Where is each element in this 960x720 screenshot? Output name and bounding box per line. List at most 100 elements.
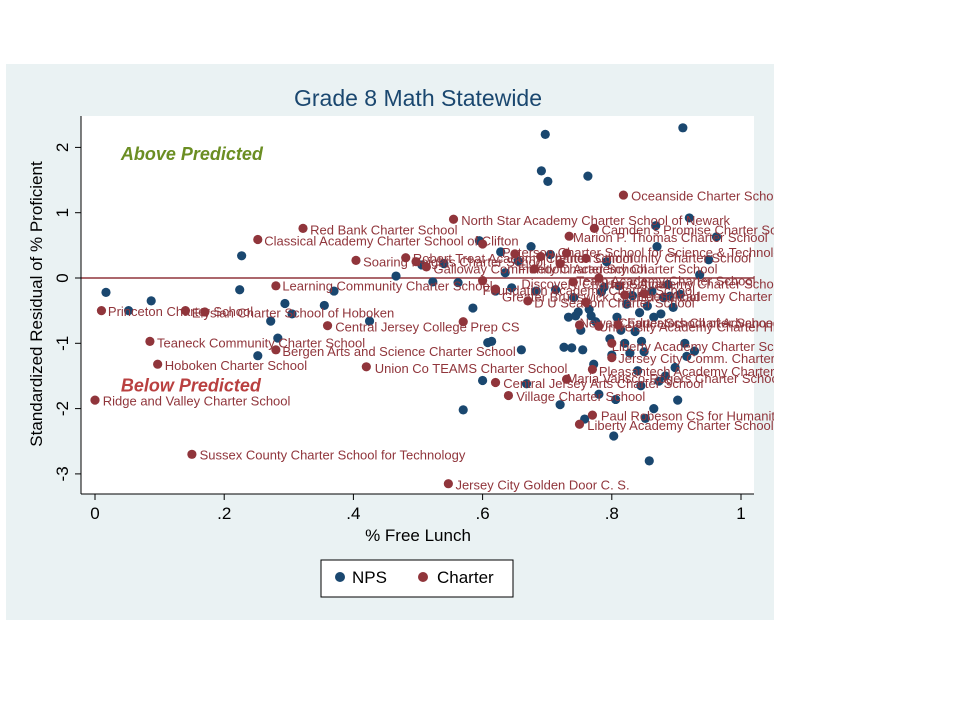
school-label: Paul Robeson CS for Humanities [601,408,774,423]
school-label: Liberty Academy Charter School [612,339,774,354]
school-label: Oceanside Charter School [631,188,774,203]
school-label: Union Co TEAMS Charter School [375,361,568,376]
legend-box [320,559,514,598]
point-nps [625,348,635,358]
point-nps [555,400,565,410]
point-nps [639,347,649,357]
point-nps [513,256,523,266]
point-nps [652,242,662,252]
point-nps [642,301,652,311]
school-label: Teaneck Community Charter School [157,335,365,350]
point-charter [145,336,155,346]
point-nps [634,308,645,318]
point-nps [123,306,134,316]
y-tick-label: -1 [53,336,72,351]
point-charter [523,296,533,306]
point-nps [609,431,619,441]
point-nps [496,247,506,257]
school-label: Eden Academy Charter School [638,289,774,304]
point-nps [287,309,297,319]
school-label: Pleasantech Academy Charter School [599,364,774,379]
point-nps [612,312,622,322]
school-label: Ridge and Valley Charter School [103,393,291,408]
legend-label-nps: NPS [352,568,387,587]
point-nps [550,285,561,295]
y-axis-label: Standardized Residual of % Proficient [27,161,46,447]
point-nps [594,389,604,399]
school-label: Paterson Charter School for Science & Te… [502,245,774,260]
point-nps [280,298,290,309]
point-nps [656,309,666,319]
school-label: Red Bank Charter School [310,222,458,237]
school-label: D U Season Charter School [534,295,695,310]
school-label: Charter School of Advanced Studies [618,316,774,331]
school-label: Team Academy Charter School [576,273,755,288]
x-tick-label: .8 [605,504,619,523]
point-charter [581,297,591,307]
point-nps [439,259,449,269]
school-label: Freedom Academy Charter School [518,262,718,277]
point-charter [503,390,514,401]
point-nps [516,345,526,355]
point-charter [618,190,629,200]
point-nps [253,351,263,361]
x-tick-label: 1 [736,504,745,523]
point-nps [329,286,339,296]
point-nps [531,286,541,296]
x-tick-label: .4 [346,504,360,523]
legend-label-charter: Charter [437,568,494,587]
school-label: Soaring Heights Charter School [363,254,546,269]
point-nps [273,333,283,343]
point-nps [665,291,675,301]
point-charter [620,290,630,300]
point-nps [695,270,705,280]
y-tick-label: 1 [53,208,72,217]
point-nps [636,381,646,391]
point-nps [651,221,661,231]
point-nps [668,302,678,312]
point-nps [563,312,574,322]
point-nps [458,405,468,415]
point-nps [364,316,375,326]
point-nps [663,279,673,290]
point-charter [271,345,281,355]
school-label: Classical Academy Charter School of Clif… [264,233,518,248]
point-charter [564,231,574,241]
point-nps [611,394,621,405]
school-label: Marion P. Thomas Charter School [573,230,768,245]
scatter-chart: Grade 8 Math Statewide 0 .2 .4 .6 .8 1 -3 -2 -1 0… [27,85,774,598]
school-label: Jersey City Golden Door C. S. [455,478,629,493]
point-nps [583,171,593,181]
school-label: Hope Academy Charter School [605,277,774,292]
point-nps [636,336,647,346]
point-nps [678,123,688,133]
point-charter [594,321,604,331]
y-tick-label: -2 [53,401,72,416]
legend-marker-charter [418,572,428,582]
point-charter [587,364,598,375]
school-label: North Star Academy Charter School of New… [461,213,730,228]
point-charter [639,289,649,299]
point-charter [589,223,599,233]
point-charter [581,253,591,264]
point-nps [614,281,624,291]
point-charter [421,262,431,272]
point-charter [478,239,488,249]
point-charter [322,321,333,331]
point-nps [468,303,478,313]
point-nps [682,351,692,361]
school-label: Elysian Charter School of Hoboken [192,305,394,320]
point-nps [675,289,685,299]
point-nps [627,291,638,301]
point-nps [237,251,247,261]
point-charter [271,281,281,291]
school-label: University Academy Charter High School [599,320,774,335]
x-tick-label: .2 [217,504,231,523]
x-tick-label: .6 [476,504,490,523]
point-charter [568,277,578,287]
school-label: Maria Varisco-Rogers Charter School [567,371,774,386]
point-charter [510,249,520,259]
point-nps [146,296,156,306]
point-nps [622,299,632,309]
point-nps [540,129,550,139]
